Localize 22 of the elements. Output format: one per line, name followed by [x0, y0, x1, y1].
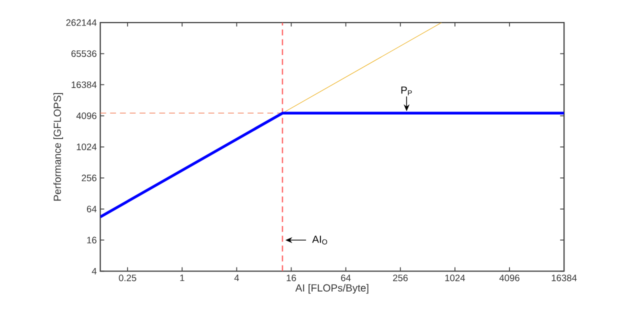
y-tick-label: 64 — [86, 206, 97, 212]
y-tick-label: 262144 — [66, 19, 97, 26]
y-tick-label: 4 — [92, 268, 97, 274]
annotation: P$_{P}$ — [401, 86, 412, 96]
x-tick-label: 256 — [393, 274, 408, 282]
x-axis-title: AI [FLOPs/Byte] — [295, 284, 368, 294]
y-tick-label: 16384 — [72, 81, 97, 88]
y-tick-label: 16 — [87, 236, 96, 244]
y-tick-label: 256 — [82, 174, 96, 182]
y-axis-title: Performance [GFLOPS] — [53, 92, 64, 200]
x-tick-label: 4 — [234, 274, 240, 281]
y-tick-label: 4096 — [76, 112, 96, 119]
x-tick-label: 16384 — [552, 274, 577, 282]
x-tick-label: 4096 — [499, 274, 520, 282]
x-tick-label: 1 — [180, 274, 184, 281]
y-tick-label: 65536 — [71, 50, 96, 57]
x-tick-label: 64 — [341, 274, 351, 282]
y-tick-label: 1024 — [76, 143, 97, 150]
x-tick-label: 0.25 — [118, 274, 136, 282]
x-tick-label: 1024 — [445, 274, 465, 282]
x-tick-label: 16 — [286, 274, 296, 282]
annotation: AI$_{O}$ — [312, 236, 328, 244]
